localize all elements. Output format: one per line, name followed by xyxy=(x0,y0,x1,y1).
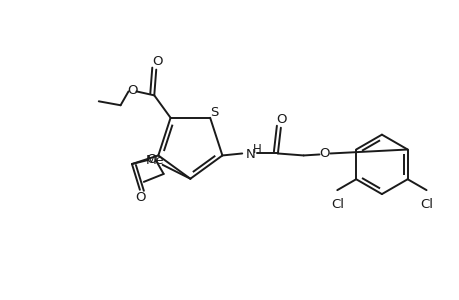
Text: O: O xyxy=(276,113,286,126)
Text: Cl: Cl xyxy=(419,198,432,211)
Text: O: O xyxy=(135,191,146,204)
Text: H: H xyxy=(252,143,261,156)
Text: O: O xyxy=(151,55,162,68)
Text: S: S xyxy=(210,106,218,119)
Text: O: O xyxy=(146,153,157,166)
Text: O: O xyxy=(319,147,329,160)
Text: Me: Me xyxy=(145,154,163,167)
Text: O: O xyxy=(127,84,137,97)
Text: Cl: Cl xyxy=(330,198,343,211)
Text: N: N xyxy=(245,148,254,161)
